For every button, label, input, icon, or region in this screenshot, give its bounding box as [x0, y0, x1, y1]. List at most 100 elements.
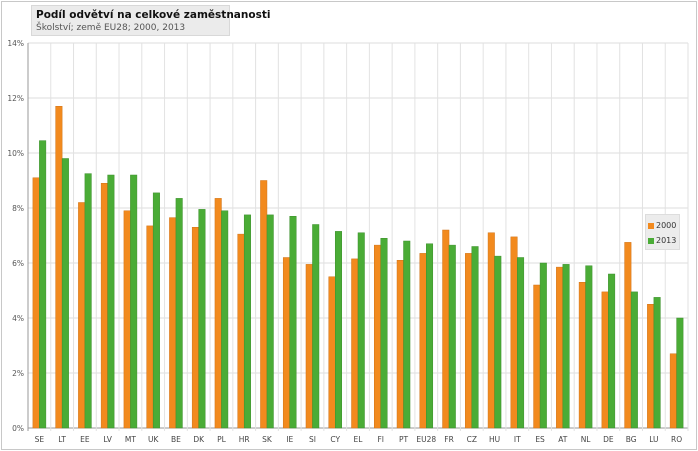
- legend: 2000 2013: [645, 214, 680, 250]
- x-tick-label: EU28: [416, 435, 436, 444]
- bar-2013-BE: [175, 198, 183, 429]
- bar-2013-HR: [243, 214, 251, 429]
- x-tick-label: HU: [489, 435, 500, 444]
- bar-2013-NL: [585, 265, 593, 429]
- bar-2000-DK: [191, 227, 199, 429]
- x-tick-label: LU: [649, 435, 658, 444]
- y-tick-label: 0%: [12, 424, 24, 433]
- bar-2013-SK: [266, 214, 274, 429]
- bar-2000-LT: [55, 106, 63, 429]
- legend-swatch-2013: [648, 237, 654, 244]
- x-tick-label: AT: [558, 435, 568, 444]
- bar-2013-CY: [334, 231, 342, 429]
- bar-2000-HR: [237, 233, 245, 429]
- bar-2000-PT: [396, 260, 404, 429]
- x-tick-label: FR: [444, 435, 454, 444]
- bar-2013-PT: [403, 240, 411, 429]
- bar-2000-IE: [282, 257, 290, 429]
- x-tick-label: BG: [626, 435, 637, 444]
- x-tick-label: IE: [286, 435, 293, 444]
- bar-2013-RO: [676, 317, 684, 429]
- y-tick-label: 10%: [7, 149, 24, 158]
- y-tick-label: 8%: [12, 204, 24, 213]
- bar-2000-LV: [100, 183, 108, 429]
- y-tick-label: 14%: [7, 39, 24, 48]
- x-tick-label: DK: [193, 435, 205, 444]
- bar-2000-FI: [374, 244, 382, 429]
- x-tick-label: HR: [239, 435, 250, 444]
- bar-2013-SI: [312, 224, 320, 429]
- x-tick-label: ES: [535, 435, 545, 444]
- bar-2013-FR: [448, 244, 456, 429]
- bar-2013-LV: [107, 174, 115, 429]
- x-tick-label: PT: [399, 435, 409, 444]
- bar-2000-NL: [578, 282, 586, 429]
- x-tick-label: DE: [603, 435, 614, 444]
- bar-2000-SI: [305, 264, 313, 429]
- bar-2000-IT: [510, 236, 518, 429]
- x-tick-label: LV: [103, 435, 112, 444]
- bar-2000-BG: [624, 242, 632, 429]
- x-tick-label: CZ: [467, 435, 477, 444]
- chart-title-box: Podíl odvětví na celkové zaměstnanosti Š…: [31, 5, 271, 36]
- bar-2000-EE: [78, 202, 86, 429]
- bar-2013-EL: [357, 232, 365, 429]
- bar-2013-EU28: [426, 243, 434, 429]
- x-tick-label: MT: [125, 435, 136, 444]
- bar-2000-HU: [487, 232, 495, 429]
- legend-label-2000: 2000: [656, 221, 677, 230]
- bar-2013-BG: [630, 291, 638, 429]
- x-tick-label: NL: [581, 435, 592, 444]
- bar-2013-FI: [380, 238, 388, 429]
- bar-2013-LT: [61, 158, 69, 429]
- bar-2000-EL: [351, 258, 359, 429]
- bar-2013-HU: [494, 255, 502, 429]
- bar-2000-CZ: [465, 253, 473, 429]
- bar-2013-IT: [517, 257, 525, 429]
- legend-swatch-2000: [648, 222, 654, 229]
- x-tick-label: FI: [377, 435, 384, 444]
- bar-2013-SE: [39, 140, 47, 429]
- x-tick-label: RO: [671, 435, 682, 444]
- bar-2000-RO: [669, 353, 677, 429]
- bar-2013-ES: [539, 262, 547, 429]
- bar-2000-LU: [647, 304, 655, 429]
- x-tick-label: LT: [58, 435, 66, 444]
- x-tick-label: EL: [354, 435, 364, 444]
- bar-2013-EE: [84, 173, 92, 429]
- bar-2000-EU28: [419, 253, 427, 429]
- x-tick-label: BE: [171, 435, 181, 444]
- chart-title: Podíl odvětví na celkové zaměstnanosti: [36, 9, 271, 21]
- bar-2000-CY: [328, 276, 336, 429]
- bar-2000-FR: [442, 229, 450, 429]
- bar-2000-ES: [533, 284, 541, 429]
- x-tick-label: SE: [35, 435, 45, 444]
- x-tick-label: SI: [309, 435, 316, 444]
- chart-subtitle: Školství; země EU28; 2000, 2013: [36, 23, 186, 33]
- bar-2000-MT: [123, 210, 131, 429]
- bar-2013-AT: [562, 264, 570, 429]
- x-tick-label: UK: [148, 435, 159, 444]
- x-tick-label: EE: [80, 435, 90, 444]
- bar-2000-SK: [260, 180, 268, 429]
- x-tick-label: PL: [217, 435, 227, 444]
- y-tick-label: 4%: [12, 314, 24, 323]
- bar-2013-DK: [198, 209, 206, 429]
- bar-2000-DE: [601, 291, 609, 429]
- legend-item-2000: 2000: [648, 218, 677, 233]
- y-tick-label: 12%: [7, 94, 24, 103]
- bar-2000-BE: [169, 217, 177, 429]
- y-tick-label: 6%: [12, 259, 24, 268]
- x-tick-label: IT: [514, 435, 521, 444]
- bar-2000-SE: [32, 177, 40, 429]
- x-tick-label: CY: [330, 435, 340, 444]
- bar-2013-UK: [152, 192, 160, 429]
- y-tick-label: 2%: [12, 369, 24, 378]
- bar-2013-CZ: [471, 246, 479, 429]
- bar-2013-LU: [653, 297, 661, 429]
- bar-2013-MT: [130, 174, 138, 429]
- bar-2013-PL: [221, 210, 229, 429]
- x-tick-label: SK: [262, 435, 273, 444]
- bar-2000-PL: [214, 198, 222, 429]
